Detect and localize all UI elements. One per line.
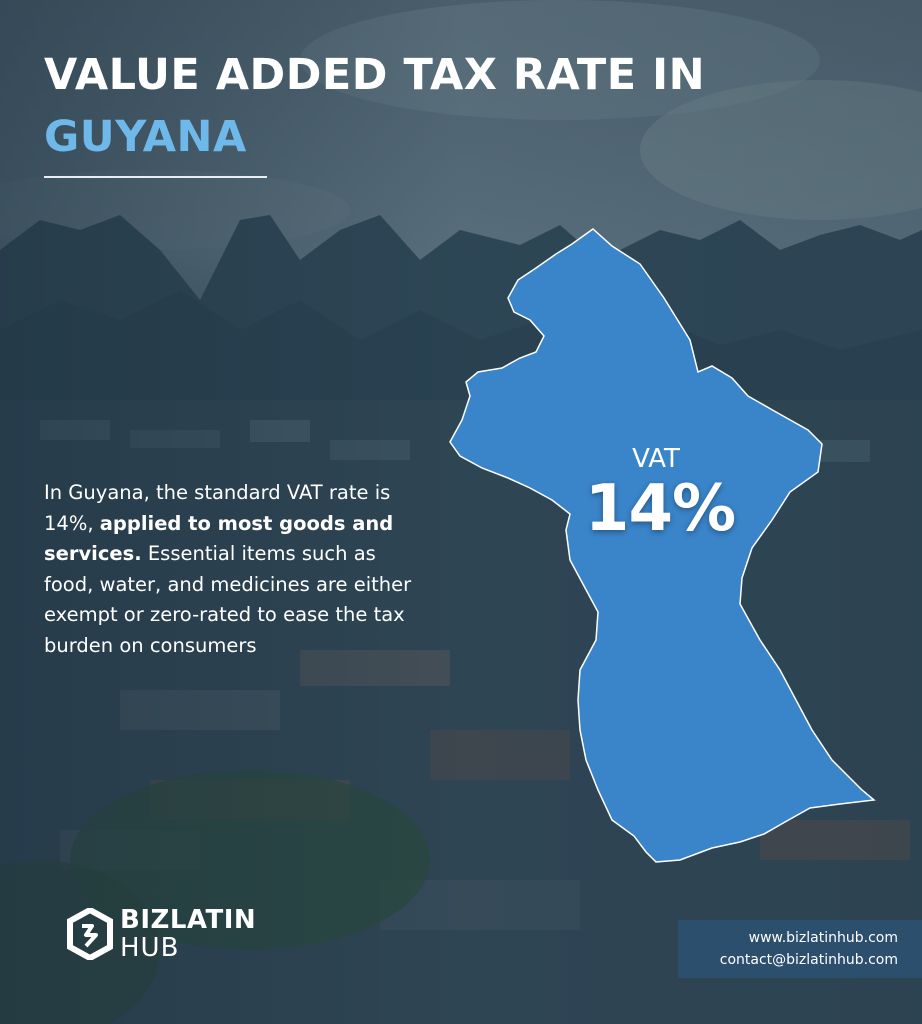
description-bold: applied to most goods and services.: [44, 511, 394, 566]
guyana-map-shape: [449, 228, 876, 863]
vat-rate-value: 14%: [584, 472, 736, 546]
title-country: GUYANA: [44, 112, 247, 162]
vat-label: VAT: [632, 444, 680, 474]
description-text: In Guyana, the standard VAT rate is 14%,…: [44, 478, 424, 661]
email-link[interactable]: contact@bizlatinhub.com: [719, 952, 898, 968]
title-line-1: VALUE ADDED TAX RATE IN: [44, 50, 706, 100]
bizlatinhub-logo-text: BIZLATIN HUB: [120, 906, 256, 962]
logo-line-1: BIZLATIN: [120, 905, 257, 935]
page-title: VALUE ADDED TAX RATE IN GUYANA: [44, 44, 705, 168]
description-part-1: In Guyana, the standard VAT rate is 14%,: [44, 481, 391, 535]
bizlatinhub-logo-icon: [67, 908, 113, 960]
bizlatinhub-logo: BIZLATIN HUB: [66, 906, 256, 962]
contact-box: www.bizlatinhub.com contact@bizlatinhub.…: [678, 920, 922, 978]
website-link[interactable]: www.bizlatinhub.com: [748, 930, 898, 946]
logo-line-2: HUB: [120, 933, 180, 963]
title-underline: [44, 176, 267, 178]
description-part-2: Essential items such as food, water, and…: [44, 542, 412, 657]
